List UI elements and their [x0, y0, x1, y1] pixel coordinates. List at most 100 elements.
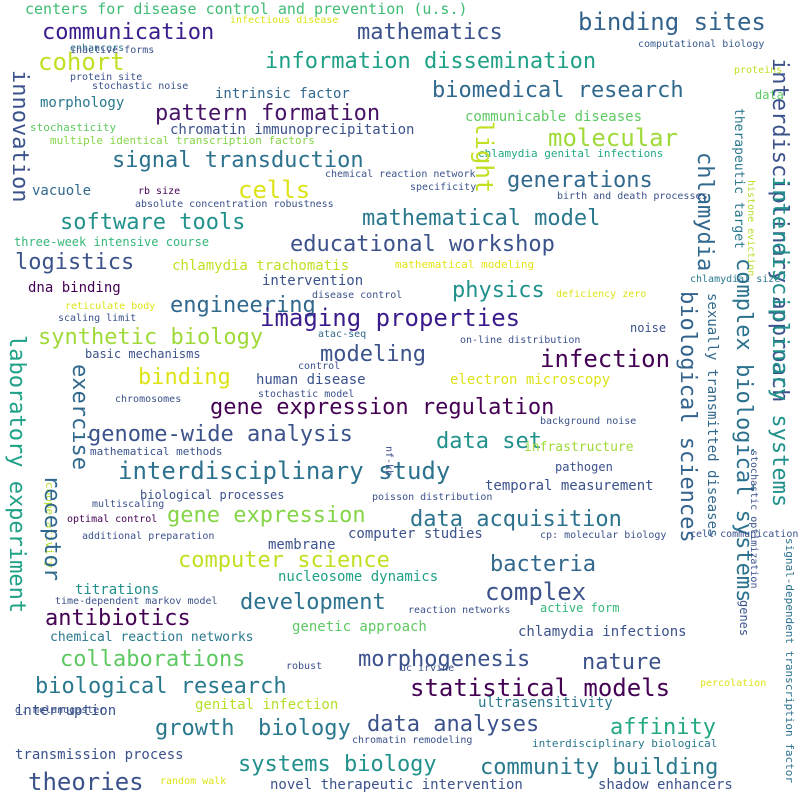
word-optimal-control: optimal control: [67, 514, 158, 525]
word-engineering: engineering: [170, 293, 316, 318]
word-growth: growth: [155, 716, 235, 741]
word-imaging-properties: imaging properties: [260, 304, 521, 332]
word-mathematical-model: mathematical model: [362, 206, 601, 231]
word-mathematical-methods: mathematical methods: [90, 445, 223, 458]
word-computational-biology: computational biology: [638, 39, 765, 50]
word-bacteria: bacteria: [490, 552, 596, 577]
word-data: data: [755, 88, 784, 102]
word-genetic-approach: genetic approach: [292, 619, 427, 635]
word-stochastic-noise: stochastic noise: [92, 81, 189, 92]
word-mathematical-modeling: mathematical modeling: [395, 258, 535, 271]
word-time-dependent-markov-model: time-dependent markov model: [55, 596, 218, 607]
word-synthetic-biology: synthetic biology: [38, 325, 264, 350]
word-data-set: data set: [436, 429, 542, 454]
word-deficiency-zero: deficiency zero: [556, 289, 647, 300]
word-physics: physics: [452, 278, 545, 303]
word-receptor: receptor: [39, 475, 64, 581]
word-transmission-process: transmission process: [15, 747, 184, 763]
word-interdisciplinary-study: interdisciplinary study: [118, 457, 451, 485]
word-nature: nature: [582, 650, 662, 675]
word-complex: complex: [485, 578, 587, 606]
word-computer-science: computer science: [178, 548, 390, 573]
word-laboratory-experiment: laboratory experiment: [4, 335, 29, 614]
word-shadow-enhancers: shadow enhancers: [598, 777, 733, 793]
word-titrations: titrations: [75, 582, 160, 598]
word-intervention: intervention: [262, 273, 364, 289]
word-generations: generations: [507, 168, 653, 193]
word-chlamydia-infections: chlamydia infections: [518, 624, 687, 640]
word-morphogenesis: morphogenesis: [358, 647, 531, 672]
word-chlamydia-trachomatis: chlamydia trachomatis: [172, 258, 350, 274]
word-collaborations: collaborations: [60, 647, 246, 672]
word-histone-eviction: histone eviction: [745, 180, 756, 277]
word-computer-studies: computer studies: [348, 526, 483, 542]
word-scaling-limit: scaling limit: [58, 313, 137, 324]
word-complex-biological-systems: complex biological systems: [731, 258, 756, 603]
word-d-melanogaster: d. melanogaster: [15, 705, 106, 716]
word-genital-infection: genital infection: [195, 697, 339, 713]
word-membrane: membrane: [268, 537, 336, 553]
word-stochastic-optimization: stochastic optimization: [748, 450, 759, 589]
word-specificity: specificity: [410, 182, 477, 193]
word-logistics: logistics: [15, 250, 135, 275]
word-communication: communication: [42, 20, 215, 45]
word-temporal-measurement: temporal measurement: [485, 478, 654, 494]
word-nf-kb: nf-kb: [383, 446, 394, 477]
word-disease-control: disease control: [312, 290, 403, 301]
word-infection: infection: [540, 345, 671, 373]
word-statistical-models: statistical models: [410, 674, 671, 702]
word-signal-dependent-transcription-factor: signal-dependent transcription factor: [783, 538, 796, 784]
word-intrinsic-factor: intrinsic factor: [215, 86, 350, 102]
word-development: development: [240, 590, 386, 615]
word-multiscaling: multiscaling: [92, 499, 165, 510]
word-centers-for-disease-control-and-prevention-u-s: centers for disease control and preventi…: [25, 0, 468, 18]
word-atac-seq: atac-seq: [318, 329, 367, 340]
word-interruption: interruption: [15, 703, 117, 719]
word-inactive-forms: inactive forms: [70, 45, 155, 56]
word-control: control: [298, 361, 341, 372]
word-genome-wide-analysis: genome-wide analysis: [88, 422, 353, 447]
word-cooperativity: cooperativity: [43, 482, 56, 569]
word-absolute-concentration-robustness: absolute concentration robustness: [135, 199, 334, 210]
word-chlamydial-size: chlamydial size: [690, 274, 781, 285]
word-genes: genes: [737, 600, 751, 637]
word-sexually-transmitted-diseases: sexually transmitted diseases: [704, 293, 720, 538]
word-chlamydia-genital-infections: chlamydia genital infections: [478, 147, 664, 160]
word-mathematics: mathematics: [357, 20, 503, 45]
word-reaction-networks: reaction networks: [408, 605, 511, 616]
word-interdisciplinary-systems: interdisciplinary systems: [767, 176, 792, 508]
word-antibiotics: antibiotics: [45, 606, 191, 631]
word-infectious-disease: infectious disease: [230, 15, 339, 26]
word-biological-processes: biological processes: [140, 488, 285, 502]
word-signal-transduction: signal transduction: [112, 148, 364, 173]
word-human-disease: human disease: [256, 372, 366, 388]
word-community-building: community building: [480, 755, 719, 780]
word-basic-mechanisms: basic mechanisms: [85, 347, 201, 361]
word-modeling: modeling: [320, 342, 426, 367]
word-uc-irvine: uc irvine: [400, 663, 455, 674]
word-poisson-distribution: poisson distribution: [372, 492, 493, 503]
word-exercise: exercise: [67, 364, 92, 470]
word-binding-sites: binding sites: [578, 8, 766, 36]
word-multiple-identical-transcription-factors: multiple identical transcription factors: [50, 134, 315, 147]
word-stochastic-model: stochastic model: [258, 389, 355, 400]
word-data-acquisition: data acquisition: [410, 507, 622, 532]
word-enhancers: enhancers: [70, 43, 125, 54]
word-proteins: proteins: [734, 65, 783, 76]
word-data-analyses: data analyses: [367, 712, 540, 737]
word-chromosomes: chromosomes: [115, 394, 182, 405]
word-dna-binding: dna binding: [28, 280, 121, 296]
word-ultrasensitivity: ultrasensitivity: [478, 695, 613, 711]
word-electron-microscopy: electron microscopy: [450, 372, 611, 388]
word-biological-sciences: biological sciences: [675, 291, 700, 543]
word-random-walk: random walk: [160, 776, 227, 787]
word-software-tools: software tools: [60, 210, 246, 235]
word-birth-and-death-processes: birth and death processes: [557, 191, 708, 202]
word-vacuole: vacuole: [32, 183, 92, 199]
word-active-form: active form: [540, 601, 620, 615]
word-stochasticity: stochasticity: [30, 121, 117, 134]
word-therapeutic-target: therapeutic target: [731, 108, 746, 249]
word-robust: robust: [286, 661, 323, 672]
word-innovation: innovation: [7, 70, 32, 203]
